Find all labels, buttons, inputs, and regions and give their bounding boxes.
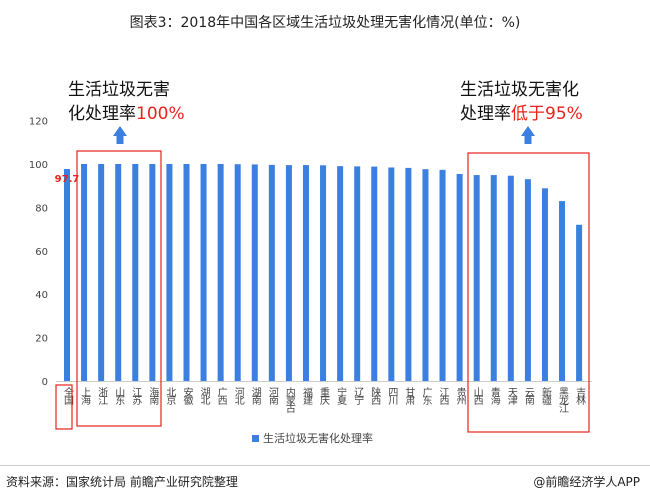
x-tick-label: 河南 [266, 387, 278, 405]
up-arrow-icon [521, 126, 535, 144]
highlight-box-national [55, 384, 73, 430]
x-tick-label: 四川 [386, 387, 398, 405]
bar-广东 [422, 169, 429, 381]
bar-山西 [473, 175, 480, 381]
bar-吉林 [576, 224, 583, 381]
bar-安徽 [183, 164, 190, 381]
x-tick-label: 北京 [164, 387, 176, 406]
x-tick-label: 山东 [113, 387, 125, 405]
x-tick-label: 天津 [505, 387, 517, 406]
x-tick-label: 陕西 [369, 386, 381, 405]
footer-divider [0, 465, 650, 466]
source-text: 资料来源：国家统计局 前瞻产业研究院整理 [6, 475, 238, 489]
bar-河南 [268, 164, 275, 381]
bar-陕西 [371, 166, 378, 381]
x-tick-label: 重庆 [318, 386, 330, 406]
bar-四川 [388, 167, 395, 381]
x-tick-label: 广东 [420, 387, 432, 405]
chart-title: 图表3：2018年中国各区域生活垃圾处理无害化情况(单位：%) [129, 15, 521, 31]
highlight-box-below95 [467, 152, 590, 433]
national-value-label: 97.7 [55, 174, 80, 185]
x-tick-label: 宁夏 [335, 386, 347, 405]
bar-北京 [166, 164, 173, 381]
x-tick-label: 江西 [437, 387, 449, 405]
x-tick-label: 贵州 [454, 386, 466, 405]
bar-黑龙江 [559, 201, 566, 381]
y-tick-label: 100 [29, 160, 48, 171]
bar-河北 [234, 164, 241, 381]
bar-宁夏 [337, 166, 344, 381]
x-tick-label: 辽宁 [352, 387, 364, 405]
x-tick-label: 浙江 [96, 387, 108, 405]
annotation-left: 生活垃圾无害 化处理率100% [68, 80, 185, 124]
y-tick-label: 0 [42, 377, 48, 388]
legend: 生活垃圾无害化处理率 [252, 430, 373, 446]
x-tick-label: 云南 [522, 387, 534, 405]
bar-新疆 [541, 188, 548, 381]
y-tick-label: 40 [35, 290, 48, 301]
y-tick-label: 20 [35, 334, 48, 345]
x-tick-label: 湖南 [249, 387, 261, 405]
up-arrow-icon [113, 126, 127, 144]
bar-天津 [507, 175, 514, 381]
y-tick-label: 120 [29, 117, 48, 128]
bar-甘肃 [405, 167, 412, 381]
y-tick-label: 80 [35, 203, 48, 214]
x-tick-label: 福建 [300, 386, 312, 405]
x-tick-label: 广西 [215, 387, 227, 405]
x-tick-label: 全国 [62, 386, 74, 406]
x-tick-label: 河北 [232, 387, 244, 405]
bar-广西 [217, 164, 224, 381]
bar-福建 [302, 165, 309, 381]
x-tick-label: 吉林 [574, 387, 586, 406]
bar-江苏 [132, 164, 139, 381]
x-tick-label: 内蒙古 [283, 386, 295, 414]
app-credit: @前瞻经济学人APP [533, 475, 640, 489]
bar-海南 [149, 164, 156, 381]
bar-全国 [64, 168, 70, 381]
x-tick-label: 安徽 [181, 386, 193, 406]
bar-重庆 [320, 165, 327, 381]
bar-贵州 [456, 173, 463, 381]
bar-山东 [115, 164, 122, 381]
y-tick-label: 60 [35, 247, 48, 258]
x-tick-label: 山西 [471, 387, 483, 405]
highlight-box-100 [76, 150, 162, 427]
x-tick-label: 黑龙江 [557, 387, 569, 413]
x-tick-label: 江苏 [130, 387, 142, 406]
bar-湖北 [200, 164, 207, 381]
legend-swatch [252, 435, 259, 442]
bar-上海 [81, 164, 88, 381]
x-tick-label: 海南 [147, 386, 159, 405]
x-tick-label: 青海 [488, 386, 500, 406]
bar-云南 [524, 179, 531, 381]
bar-江西 [439, 169, 446, 381]
x-tick-label: 湖北 [198, 387, 210, 405]
bar-内蒙古 [285, 165, 292, 381]
x-tick-label: 上海 [79, 387, 91, 406]
bar-青海 [490, 175, 497, 381]
bar-湖南 [251, 164, 258, 381]
bar-浙江 [98, 164, 105, 381]
annotation-right: 生活垃圾无害化 处理率低于95% [460, 80, 583, 124]
bar-辽宁 [354, 166, 361, 381]
x-tick-label: 新疆 [539, 386, 551, 406]
x-tick-label: 甘肃 [403, 386, 415, 406]
